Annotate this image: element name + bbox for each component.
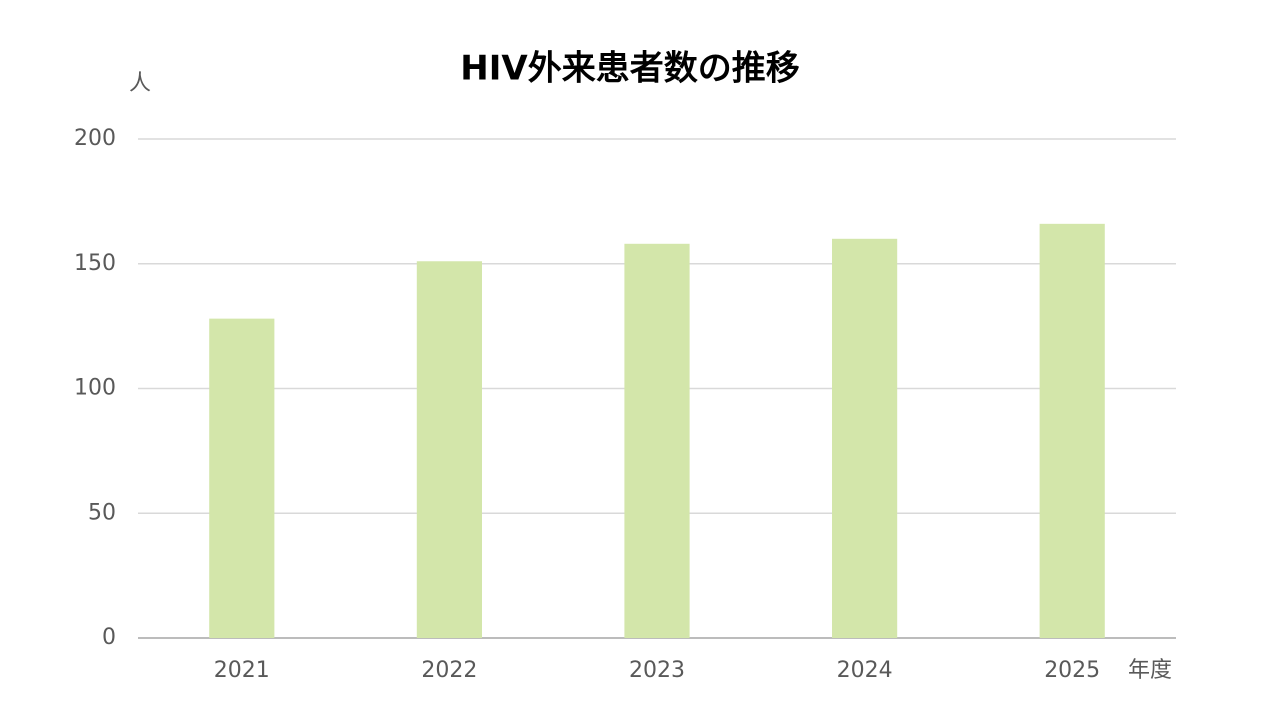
bar — [1039, 223, 1105, 638]
bar — [624, 243, 690, 639]
bar — [209, 318, 275, 638]
bar — [416, 261, 482, 638]
chart-title: HIV外来患者数の推移 — [460, 49, 799, 89]
x-tick-label: 2024 — [837, 658, 893, 683]
x-tick-label: 2023 — [629, 658, 685, 683]
x-tick-label: 2021 — [214, 658, 270, 683]
y-tick-label: 50 — [88, 500, 116, 525]
x-tick-label: 2022 — [421, 658, 477, 683]
y-axis-label: 人 — [129, 71, 151, 96]
y-tick-label: 100 — [74, 376, 116, 401]
y-tick-label: 150 — [74, 251, 116, 276]
x-tick-label: 2025 — [1044, 658, 1100, 683]
bar — [832, 238, 898, 639]
y-tick-label: 200 — [74, 126, 116, 151]
x-axis-label: 年度 — [1128, 658, 1172, 683]
y-tick-label: 0 — [102, 625, 116, 650]
